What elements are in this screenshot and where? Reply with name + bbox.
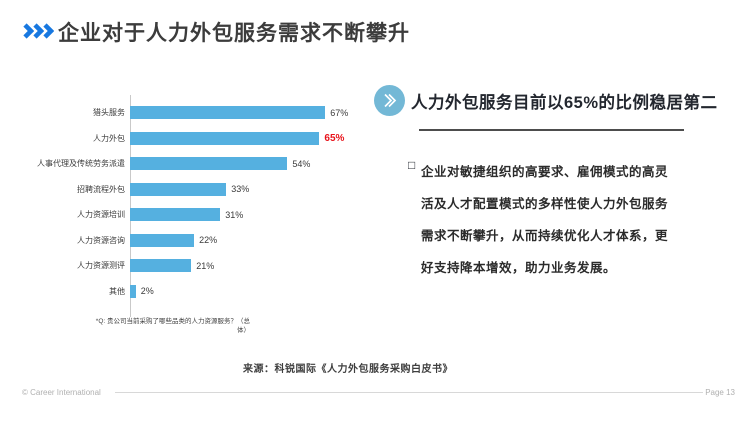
bar — [130, 233, 195, 247]
chart-axis-line — [130, 95, 131, 317]
body-block: □ 企业对敏捷组织的高要求、雇佣模式的高灵 活及人才配置模式的多样性使人力外包服… — [408, 156, 689, 284]
bar-zone: 31% — [130, 202, 366, 228]
bar-value: 54% — [292, 158, 311, 169]
page-title: 企业对于人力外包服务需求不断攀升 — [58, 22, 410, 45]
bar-value: 22% — [199, 235, 218, 246]
bar-chart: 猎头服务 67% 人力外包 65% 人事代理及传统劳务派遣 54% 招聘流程外包 33% 人力资… — [36, 100, 366, 304]
bar-value: 2% — [140, 286, 154, 297]
bar-value: 65% — [324, 132, 345, 144]
bar — [130, 157, 288, 171]
chart-row: 猎头服务 67% — [36, 100, 366, 126]
bar — [130, 208, 221, 222]
bar-label: 招聘流程外包 — [77, 184, 125, 194]
footer-page-number: Page 13 — [705, 388, 735, 397]
chart-row: 人力资源培训 31% — [36, 202, 366, 228]
bar-zone: 21% — [130, 253, 366, 279]
bar — [130, 131, 320, 145]
heading-underline — [419, 129, 684, 131]
chart-row: 人力资源测评 21% — [36, 253, 366, 279]
body-text: 企业对敏捷组织的高要求、雇佣模式的高灵 活及人才配置模式的多样性使人力外包服务 … — [421, 165, 669, 275]
bar — [130, 284, 136, 298]
bar-value: 67% — [330, 107, 349, 118]
bar-value: 21% — [196, 260, 215, 271]
section-heading: 人力外包服务目前以65%的比例稳居第二 — [411, 94, 718, 112]
square-bullet-icon: □ — [408, 158, 416, 172]
chart-row: 人力资源咨询 22% — [36, 228, 366, 254]
bar-value: 31% — [225, 209, 244, 220]
bar-label: 其他 — [109, 286, 125, 296]
bar-zone: 65% — [130, 126, 366, 152]
chevron-circle-icon — [374, 85, 405, 116]
bar-zone: 54% — [130, 151, 366, 177]
triple-chevron-icon — [22, 23, 55, 39]
chart-row: 人力外包 65% — [36, 126, 366, 152]
bar-label: 人事代理及传统劳务派遣 — [37, 159, 125, 169]
bar-value: 33% — [231, 184, 250, 195]
bar-zone: 2% — [130, 279, 366, 305]
footer-divider — [115, 392, 703, 393]
source-note: 来源：科锐国际《人力外包服务采购白皮书》 — [243, 364, 453, 375]
bar — [130, 182, 227, 196]
bar-label: 人力资源培训 — [77, 210, 125, 220]
bar — [130, 106, 326, 120]
footer-copyright: © Career International — [22, 388, 101, 397]
chart-row: 其他 2% — [36, 279, 366, 305]
chart-question-caption: *Q: 贵公司当前采购了哪些品类的人力资源服务？（总 体） — [95, 318, 250, 334]
bar-label: 人力外包 — [93, 133, 125, 143]
bar-zone: 67% — [130, 100, 366, 126]
bar-zone: 33% — [130, 177, 366, 203]
chart-row: 人事代理及传统劳务派遣 54% — [36, 151, 366, 177]
bar-label: 猎头服务 — [93, 108, 125, 118]
bar-label: 人力资源咨询 — [77, 235, 125, 245]
bar — [130, 259, 192, 273]
bar-zone: 22% — [130, 228, 366, 254]
bar-label: 人力资源测评 — [77, 261, 125, 271]
chart-row: 招聘流程外包 33% — [36, 177, 366, 203]
